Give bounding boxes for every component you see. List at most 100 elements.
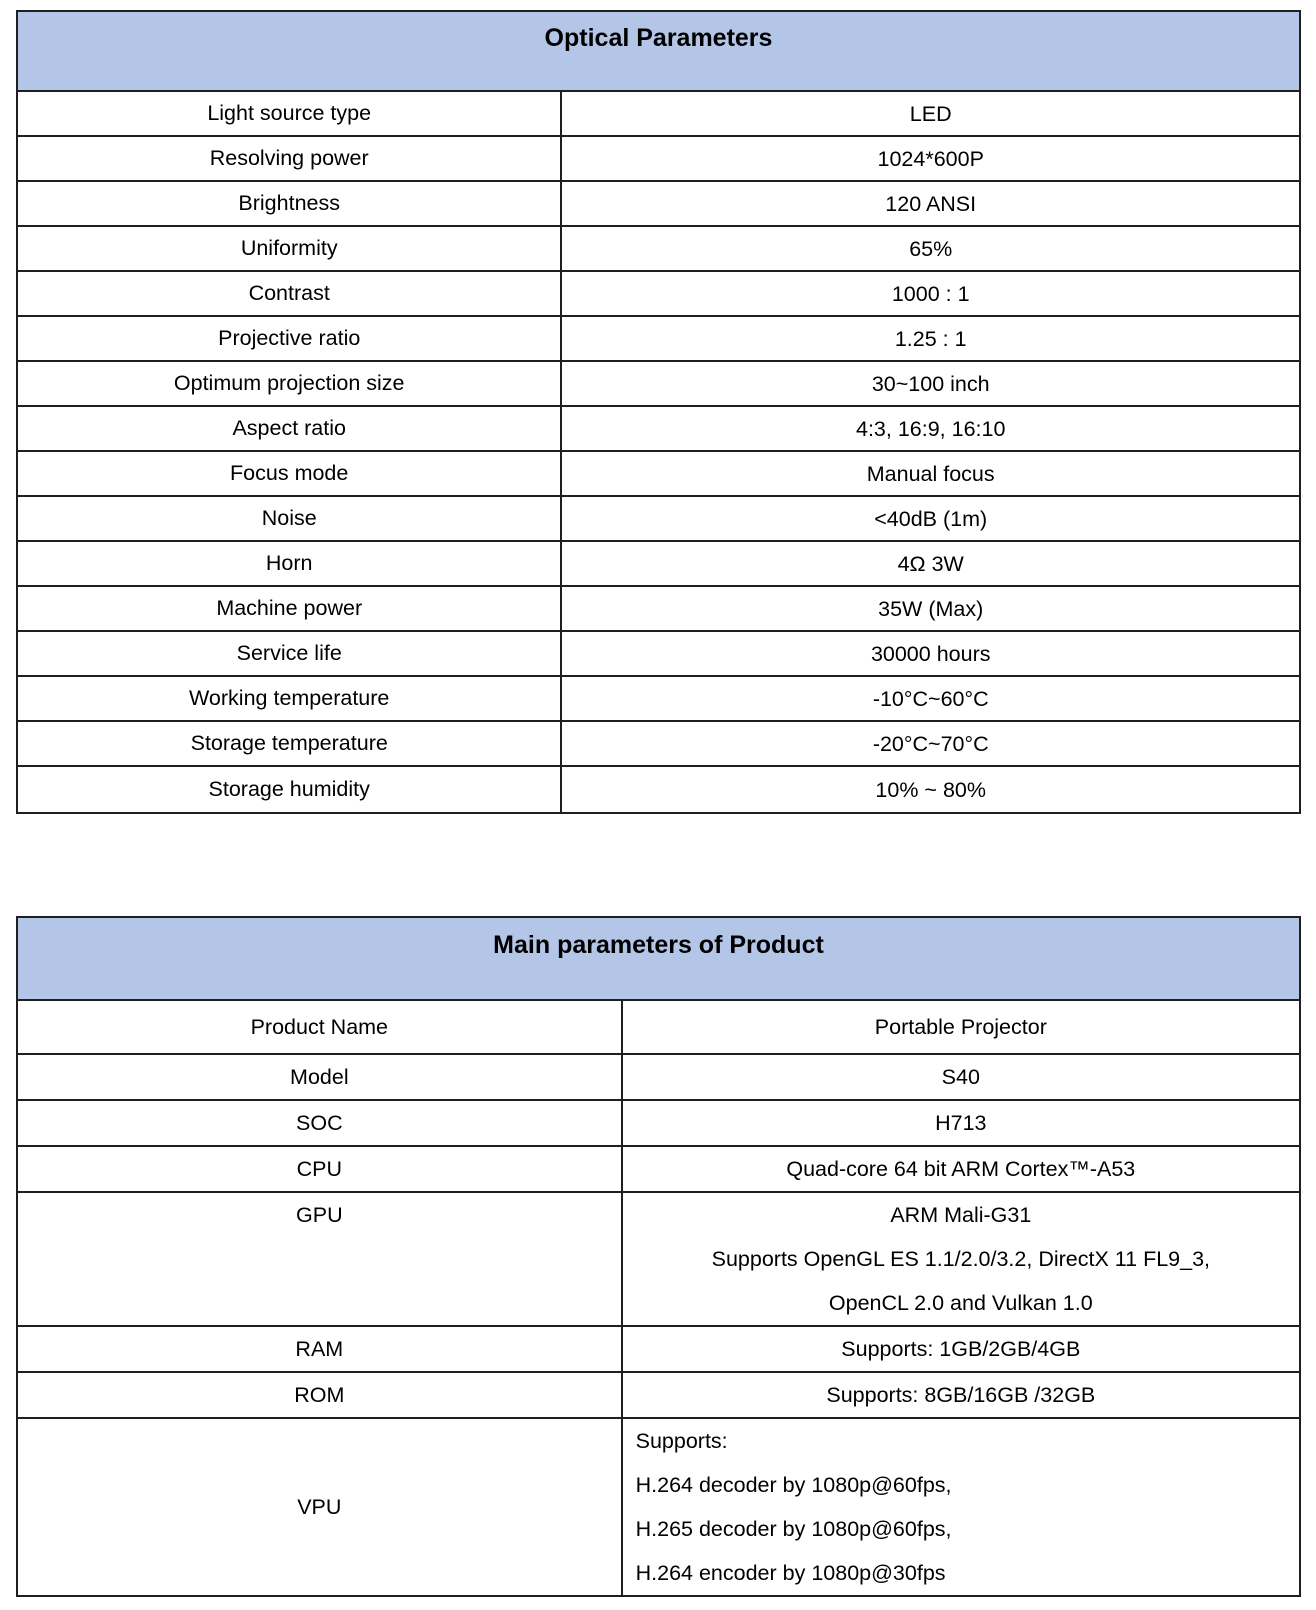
row-label: Aspect ratio	[18, 407, 563, 450]
row-label: Working temperature	[18, 677, 563, 720]
row-label: GPU	[18, 1193, 623, 1325]
value-line: 1024*600P	[877, 146, 984, 171]
value-line: <40dB (1m)	[874, 506, 988, 531]
table-row: Light source type LED	[18, 92, 1299, 137]
value-line: 120 ANSI	[885, 191, 977, 216]
value-line: Manual focus	[866, 461, 995, 486]
table-row: Optimum projection size 30~100 inch	[18, 362, 1299, 407]
row-label: Contrast	[18, 272, 563, 315]
value-line: H.264 encoder by 1080p@30fps	[635, 1561, 946, 1585]
row-value: H713	[623, 1101, 1299, 1145]
value-line: 4Ω 3W	[897, 551, 964, 576]
row-value: 10% ~ 80%	[562, 767, 1299, 812]
row-value: -10°C~60°C	[562, 677, 1299, 720]
value-line: Quad-core 64 bit ARM Cortex™-A53	[786, 1157, 1136, 1181]
value-line: ARM Mali-G31	[890, 1203, 1032, 1227]
row-label: Horn	[18, 542, 563, 585]
table-row: Noise <40dB (1m)	[18, 497, 1299, 542]
value-line: Supports: 8GB/16GB /32GB	[826, 1383, 1096, 1407]
table-row: RAM Supports: 1GB/2GB/4GB	[18, 1327, 1299, 1373]
row-value: Quad-core 64 bit ARM Cortex™-A53	[623, 1147, 1299, 1191]
row-label: Light source type	[18, 92, 563, 135]
value-line: 65%	[909, 236, 953, 261]
value-line: Supports:	[635, 1429, 728, 1453]
row-label: Product Name	[18, 1001, 623, 1053]
table-row: Horn 4Ω 3W	[18, 542, 1299, 587]
value-line: 10% ~ 80%	[875, 777, 986, 802]
table-row: Aspect ratio 4:3, 16:9, 16:10	[18, 407, 1299, 452]
row-value: 120 ANSI	[562, 182, 1299, 225]
row-value: Supports: 8GB/16GB /32GB	[623, 1373, 1299, 1417]
value-line: Portable Projector	[874, 1015, 1047, 1039]
row-value: Supports: 1GB/2GB/4GB	[623, 1327, 1299, 1371]
row-value: S40	[623, 1055, 1299, 1099]
row-label: Projective ratio	[18, 317, 563, 360]
row-value: 1.25 : 1	[562, 317, 1299, 360]
row-value: 30~100 inch	[562, 362, 1299, 405]
table-row: CPU Quad-core 64 bit ARM Cortex™-A53	[18, 1147, 1299, 1193]
row-label: Brightness	[18, 182, 563, 225]
value-line: H.264 decoder by 1080p@60fps,	[635, 1473, 952, 1497]
row-label: Uniformity	[18, 227, 563, 270]
optical-parameters-table: Optical Parameters Light source type LED R…	[16, 10, 1301, 814]
value-line: 30000 hours	[870, 641, 991, 666]
row-value: 4:3, 16:9, 16:10	[562, 407, 1299, 450]
main-parameters-table: Main parameters of Product Product Name P…	[16, 916, 1301, 1597]
value-line: 1000 : 1	[891, 281, 970, 306]
row-value: -20°C~70°C	[562, 722, 1299, 765]
value-line: OpenCL 2.0 and Vulkan 1.0	[828, 1291, 1093, 1315]
value-line: Supports OpenGL ES 1.1/2.0/3.2, DirectX …	[711, 1247, 1210, 1271]
row-value: <40dB (1m)	[562, 497, 1299, 540]
row-label: SOC	[18, 1101, 623, 1145]
table-row: Product Name Portable Projector	[18, 1001, 1299, 1055]
optical-table-rows: Light source type LED Resolving power 1024*…	[18, 92, 1299, 812]
row-label: Optimum projection size	[18, 362, 563, 405]
value-line: -10°C~60°C	[872, 686, 989, 711]
value-line: 35W (Max)	[878, 596, 984, 621]
row-value: 1024*600P	[562, 137, 1299, 180]
row-label: RAM	[18, 1327, 623, 1371]
row-label: Noise	[18, 497, 563, 540]
value-line: Supports: 1GB/2GB/4GB	[841, 1337, 1081, 1361]
row-label: Model	[18, 1055, 623, 1099]
row-value: ARM Mali-G31 Supports OpenGL ES 1.1/2.0/3…	[623, 1193, 1299, 1325]
table-row: Working temperature -10°C~60°C	[18, 677, 1299, 722]
optical-table-title: Optical Parameters	[18, 12, 1299, 92]
table-row: SOC H713	[18, 1101, 1299, 1147]
row-value: Supports: H.264 decoder by 1080p@60fps, H.…	[623, 1419, 1299, 1595]
row-label: CPU	[18, 1147, 623, 1191]
table-row: Focus mode Manual focus	[18, 452, 1299, 497]
value-line: S40	[941, 1065, 980, 1089]
table-row: ROM Supports: 8GB/16GB /32GB	[18, 1373, 1299, 1419]
table-row: Contrast 1000 : 1	[18, 272, 1299, 317]
row-label: Service life	[18, 632, 563, 675]
row-value: LED	[562, 92, 1299, 135]
value-line: -20°C~70°C	[872, 731, 989, 756]
table-row: Storage temperature -20°C~70°C	[18, 722, 1299, 767]
row-label: VPU	[18, 1419, 623, 1595]
main-table-title: Main parameters of Product	[18, 918, 1299, 1001]
row-value: 4Ω 3W	[562, 542, 1299, 585]
row-value: 1000 : 1	[562, 272, 1299, 315]
table-row: Brightness 120 ANSI	[18, 182, 1299, 227]
row-value: 30000 hours	[562, 632, 1299, 675]
table-row: Storage humidity 10% ~ 80%	[18, 767, 1299, 812]
row-label: Storage temperature	[18, 722, 563, 765]
table-row: Projective ratio 1.25 : 1	[18, 317, 1299, 362]
value-line: 4:3, 16:9, 16:10	[855, 416, 1006, 441]
main-table-rows: Product Name Portable Projector Model S40 SO…	[18, 1001, 1299, 1595]
table-row: Model S40	[18, 1055, 1299, 1101]
table-row: VPU Supports: H.264 decoder by 1080p@60fps…	[18, 1419, 1299, 1595]
table-row: Resolving power 1024*600P	[18, 137, 1299, 182]
row-label: Storage humidity	[18, 767, 563, 812]
table-row: Service life 30000 hours	[18, 632, 1299, 677]
row-label: Machine power	[18, 587, 563, 630]
value-line: LED	[909, 101, 952, 126]
row-value: 65%	[562, 227, 1299, 270]
row-label: ROM	[18, 1373, 623, 1417]
value-line: 30~100 inch	[871, 371, 990, 396]
value-line: H713	[935, 1111, 987, 1135]
row-value: 35W (Max)	[562, 587, 1299, 630]
row-value: Manual focus	[562, 452, 1299, 495]
row-label: Focus mode	[18, 452, 563, 495]
